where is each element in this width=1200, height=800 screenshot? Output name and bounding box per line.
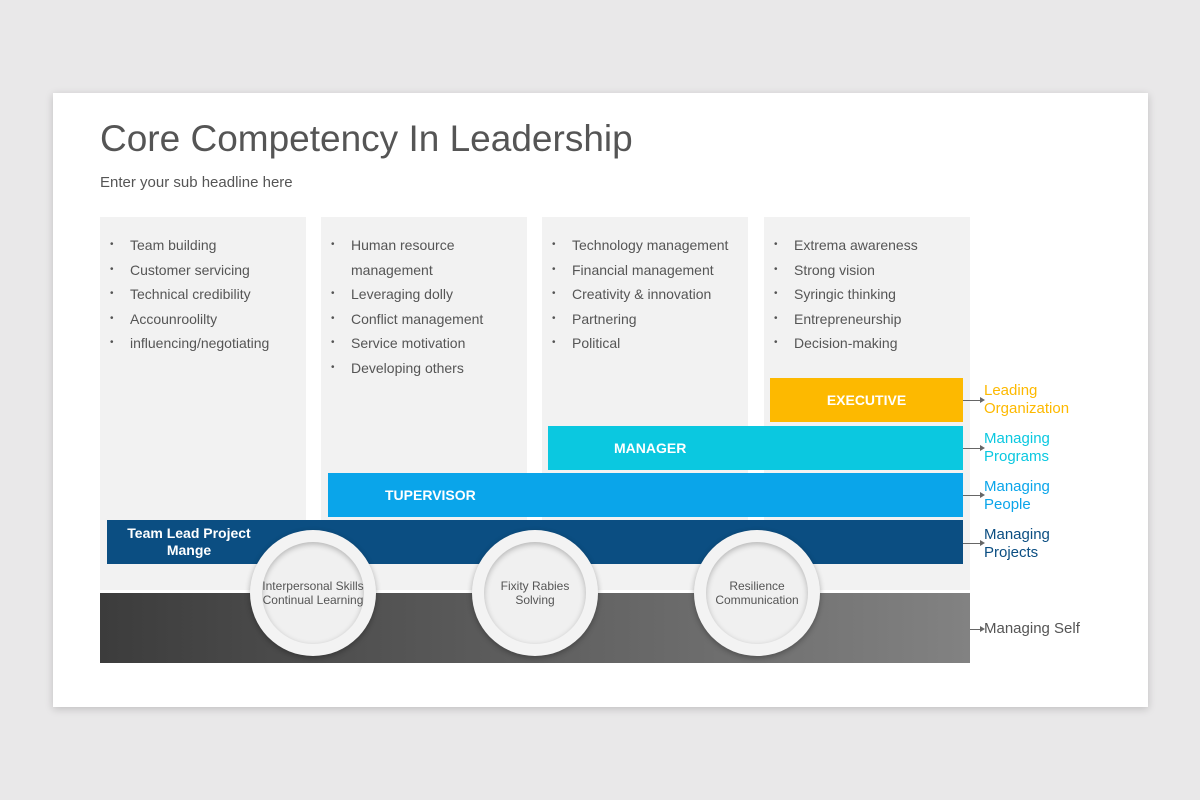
circle: Resilience Communication [694,530,820,656]
list-item: Creativity & innovation [552,282,748,307]
list-item: Leveraging dolly [331,282,491,307]
bar-label: Team Lead Project Mange [127,525,251,558]
list-item: Accounroolilty [110,307,306,332]
list-item: Technology management [552,233,748,258]
arrow-icon [963,445,985,451]
arrow-icon [963,540,985,546]
list-item: Human resource management [331,233,491,282]
list-item: Extrema awareness [774,233,970,258]
supervisor-bar: TUPERVISOR [328,473,963,517]
circle: Fixity Rabies Solving [472,530,598,656]
list-item: Partnering [552,307,748,332]
circle-label: Fixity Rabies Solving [484,542,586,644]
list-item: Conflict management [331,307,491,332]
list-item: Technical credibility [110,282,306,307]
arrow-icon [963,492,985,498]
list-item: Strong vision [774,258,970,283]
list-item: Developing others [331,356,491,381]
bar-label: TUPERVISOR [385,487,476,503]
manager-bar: MANAGER [548,426,963,470]
list-item: Service motivation [331,331,491,356]
list-item: Decision-making [774,331,970,356]
outcome-label: Managing People [984,478,1050,513]
arrow-icon [970,626,985,632]
page-title: Core Competency In Leadership [100,118,633,159]
bar-label: EXECUTIVE [826,392,907,408]
list-item: Customer servicing [110,258,306,283]
outcome-label: Leading Organization [984,382,1070,417]
list-item: Entrepreneurship [774,307,970,332]
circle: Interpersonal Skills Continual Learning [250,530,376,656]
circle-label: Resilience Communication [706,542,808,644]
subtitle: Enter your sub headline here [100,174,293,191]
list-item: Political [552,331,748,356]
circle-label: Interpersonal Skills Continual Learning [262,542,364,644]
outcome-label: Managing Projects [984,526,1050,561]
list-item: influencing/negotiating [110,331,306,356]
arrow-icon [963,397,985,403]
list-item: Team building [110,233,306,258]
bar-label: MANAGER [614,440,687,456]
executive-bar: EXECUTIVE [770,378,963,422]
outcome-label: Managing Programs [984,430,1050,465]
outcome-label: Managing Self [984,620,1080,637]
list-item: Syringic thinking [774,282,970,307]
list-item: Financial management [552,258,748,283]
